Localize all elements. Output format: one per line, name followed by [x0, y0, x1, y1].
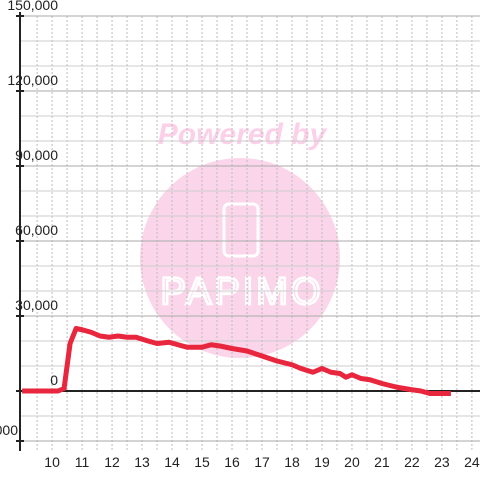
- watermark: Powered by PAPIMO: [140, 118, 340, 358]
- x-tick-label: 22: [404, 454, 420, 470]
- y-tick-label: 30,000: [15, 297, 58, 313]
- x-tick-label: 10: [44, 454, 60, 470]
- y-tick-label: 90,000: [15, 147, 58, 163]
- grid: [16, 12, 480, 451]
- y-tick-label: 60,000: [15, 222, 58, 238]
- watermark-logo: PAPIMO: [161, 271, 324, 313]
- watermark-text: Powered by: [158, 118, 328, 151]
- x-tick-label: 20: [344, 454, 360, 470]
- x-tick-label: 24: [464, 454, 480, 470]
- watermark-circle: [140, 158, 340, 358]
- x-tick-label: 23: [434, 454, 450, 470]
- x-tick-label: 12: [104, 454, 120, 470]
- series-line: [22, 326, 451, 396]
- x-tick-label: 16: [224, 454, 240, 470]
- x-tick-label: 11: [75, 454, 90, 470]
- x-tick-label: 17: [254, 454, 270, 470]
- y-tick-label: 120,000: [7, 72, 58, 88]
- x-tick-label: 18: [284, 454, 300, 470]
- x-tick-label: 15: [194, 454, 210, 470]
- x-tick-label: 13: [134, 454, 150, 470]
- phone-icon: [222, 202, 260, 258]
- x-tick-label: 21: [374, 454, 390, 470]
- y-tick-label: 0: [50, 372, 58, 388]
- x-tick-label: 14: [164, 454, 180, 470]
- y-tick-label: -20,000: [0, 422, 18, 438]
- y-tick-label: 150,000: [7, 0, 58, 13]
- x-tick-label: 19: [314, 454, 330, 470]
- plot: [22, 326, 451, 396]
